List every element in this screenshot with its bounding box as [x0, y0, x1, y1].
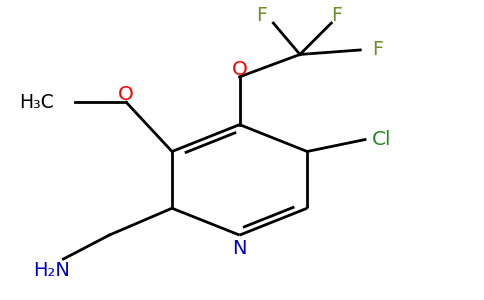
Text: F: F: [256, 6, 267, 25]
Text: O: O: [232, 60, 247, 79]
Text: H₃C: H₃C: [19, 93, 54, 112]
Text: Cl: Cl: [372, 130, 392, 149]
Text: F: F: [331, 6, 342, 25]
Text: O: O: [118, 85, 134, 104]
Text: N: N: [232, 239, 247, 258]
Text: H₂N: H₂N: [33, 261, 70, 280]
Text: F: F: [372, 40, 382, 59]
